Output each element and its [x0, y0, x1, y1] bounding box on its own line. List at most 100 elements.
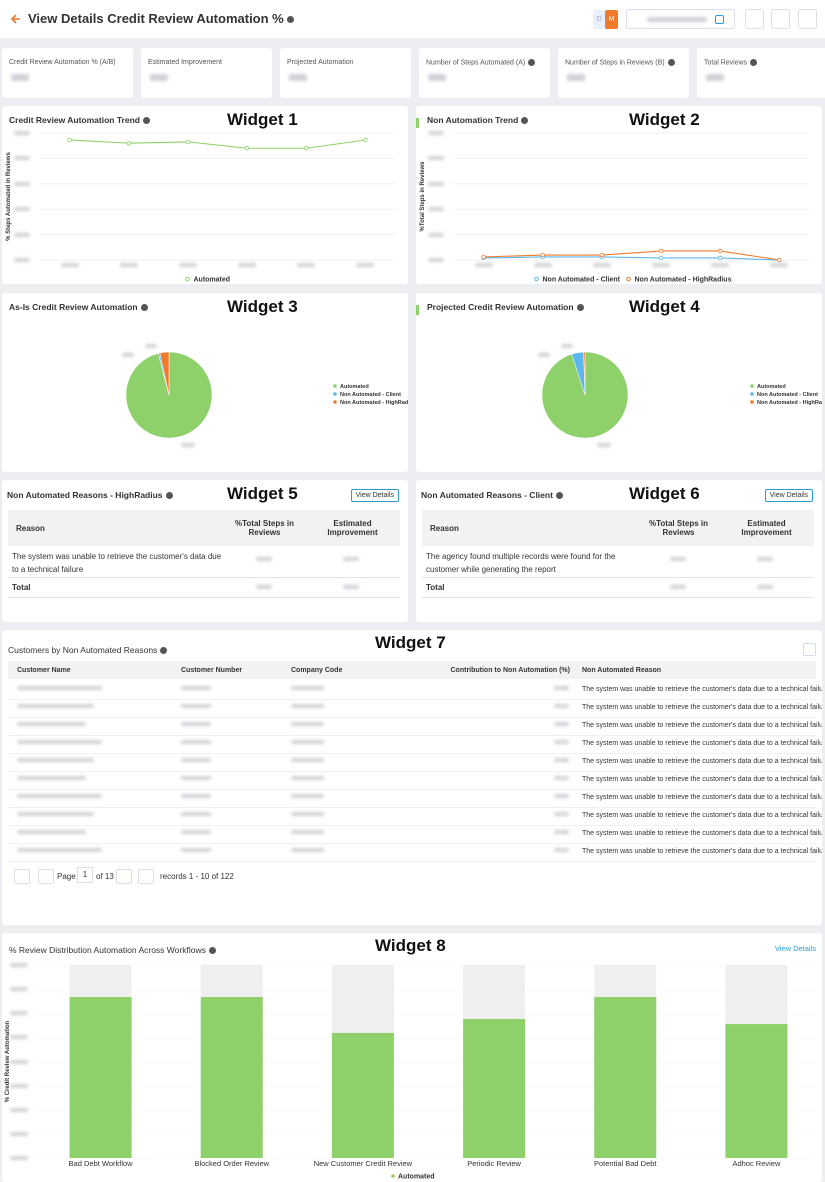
legend-marker [185, 276, 190, 282]
point [658, 248, 664, 254]
reason-text: The system was unable to retrieve the cu… [582, 686, 822, 693]
blurred-value [178, 263, 197, 267]
kpi-label: Number of Steps in Reviews (B) [565, 59, 675, 66]
page-input[interactable]: 1 [77, 867, 93, 883]
blurred-value [256, 585, 272, 589]
column-header: Customer Number [181, 667, 243, 674]
kpi-label-text: Number of Steps Automated (A) [426, 59, 526, 67]
page-count: of 13 [96, 872, 114, 881]
widget-label: Widget 7 [375, 633, 446, 652]
pager-button[interactable] [14, 869, 30, 884]
title-text: Projected Credit Review Automation [427, 302, 574, 312]
blurred-value [554, 830, 569, 834]
download-button[interactable] [803, 643, 816, 656]
x-tick-label: Bad Debt Workflow [69, 1159, 134, 1168]
blurred-value [291, 830, 324, 834]
blurred-value [14, 232, 30, 237]
line [69, 139, 366, 149]
kpi-label: Number of Steps Automated (A) [426, 59, 536, 67]
blurred-value [428, 207, 444, 212]
column-header: %Total Steps in Reviews [235, 519, 294, 537]
total-label: Total [426, 583, 445, 592]
point [304, 146, 309, 151]
view-details-link[interactable]: View Details [774, 944, 816, 953]
page-title: View Details Credit Review Automation % [28, 11, 294, 26]
refresh-button[interactable] [745, 9, 764, 29]
blurred-value [291, 776, 324, 780]
title-text: View Details Credit Review Automation % [28, 11, 284, 26]
blurred-value [10, 963, 28, 967]
row-divider [8, 771, 816, 772]
blurred-value [181, 704, 211, 708]
widget-card: Projected Credit Review Automation Widget… [416, 293, 822, 472]
x-tick-label: Blocked Order Review [194, 1159, 269, 1168]
widget-label: Widget 1 [227, 110, 298, 129]
blurred-value [343, 557, 359, 561]
legend-marker [333, 400, 337, 404]
blurred-value [291, 848, 324, 852]
kpi-card: Number of Steps Automated (A) [419, 48, 550, 98]
menu-button[interactable] [798, 9, 817, 29]
view-details-button[interactable]: View Details [764, 489, 813, 502]
y-axis-label: % Steps Automated in Reviews [6, 151, 12, 240]
title-text: Customers by Non Automated Reasons [8, 645, 158, 655]
blurred-value [10, 1035, 28, 1040]
blurred-value [343, 585, 359, 589]
kpi-label-text: Number of Steps in Reviews (B) [565, 59, 665, 67]
widget-title: Non Automation Trend [427, 115, 529, 125]
header: View Details Credit Review Automation % … [0, 0, 825, 38]
kpi-card: Estimated Improvement [141, 48, 272, 98]
blurred-value [757, 557, 773, 561]
pager-button[interactable] [38, 869, 54, 884]
legend-marker [750, 400, 754, 404]
legend-label: Non Automated - HighRadius [757, 400, 822, 406]
point [244, 146, 250, 151]
widget-label: Widget 8 [375, 936, 446, 955]
column-header: Reason [16, 523, 45, 533]
blurred-value [181, 758, 211, 762]
widget-label: Widget 4 [629, 297, 700, 316]
point [718, 255, 723, 261]
kpi-label-text: Credit Review Automation % (A/B) [9, 59, 116, 66]
back-icon[interactable] [10, 13, 22, 25]
records-count: records 1 - 10 of 122 [160, 872, 234, 881]
blurred-value [10, 1131, 28, 1136]
row-divider [8, 843, 816, 844]
reason-text: The system was unable to retrieve the cu… [582, 704, 822, 711]
pager-button[interactable] [116, 869, 132, 884]
row-divider [8, 577, 400, 578]
blurred-value [17, 794, 102, 798]
legend-label: Non Automated - Client [757, 392, 818, 398]
blurred-value [14, 258, 30, 262]
widget-card: As-Is Credit Review Automation Widget 3 Au… [2, 293, 408, 472]
blurred-value [770, 263, 789, 267]
filter-button[interactable] [771, 9, 790, 29]
blurred-value [181, 848, 211, 852]
widget-card: Non Automated Reasons - HighRadius Widget… [2, 480, 408, 622]
widget-label: Widget 6 [629, 484, 700, 503]
blurred-value [554, 704, 569, 708]
kpi-label: Projected Automation [287, 59, 354, 66]
blurred-value [150, 74, 168, 81]
blurred-value [181, 830, 211, 834]
date-picker[interactable] [626, 9, 735, 29]
blurred-value [181, 686, 211, 690]
blurred-value [652, 263, 671, 267]
point [67, 137, 72, 143]
blurred-value [10, 1107, 28, 1112]
reason-text: The system was unable to retrieve the cu… [582, 758, 822, 765]
toggle-d[interactable]: D [593, 10, 605, 29]
chart: %Total Steps in Reviews Non Automated - C… [420, 132, 809, 284]
y-axis-label: %Total Steps in Reviews [420, 161, 426, 232]
pager-button[interactable] [138, 869, 154, 884]
bar [69, 997, 132, 1158]
blurred-value [10, 1156, 28, 1160]
view-details-button[interactable]: View Details [350, 489, 399, 502]
reason-text: The system was unable to retrieve the cu… [582, 722, 822, 729]
blurred-value [291, 758, 324, 762]
blurred-value [17, 686, 102, 690]
table-header-bg [8, 661, 816, 679]
blurred-value [181, 812, 211, 816]
toggle-m[interactable]: M [605, 10, 618, 29]
